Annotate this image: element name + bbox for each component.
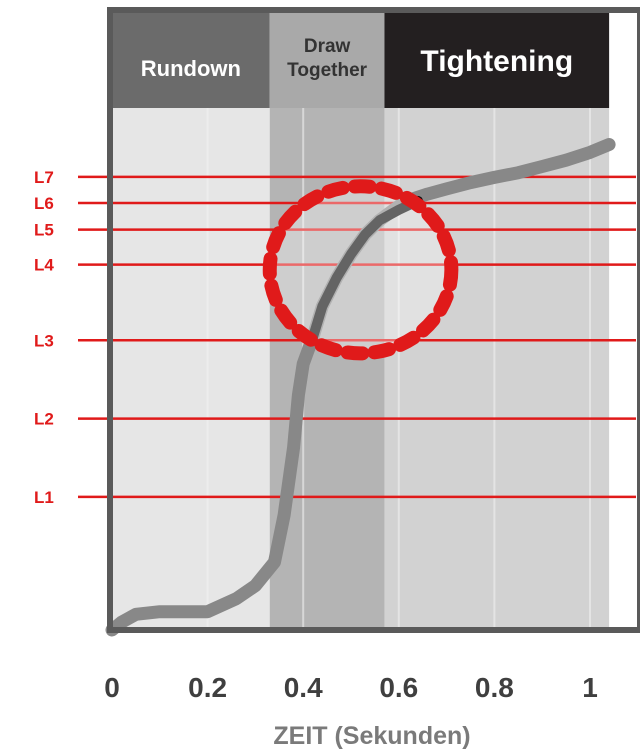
phase-headers: Rundown Draw Together Tightening (112, 12, 610, 108)
level-label-l5: L5 (34, 221, 54, 240)
highlight-circle (262, 179, 459, 361)
x-tick-label-2: 0.4 (284, 672, 323, 703)
level-lines: L1 L2 L3 L4 L5 L6 L7 (34, 168, 636, 507)
series-group (105, 138, 616, 637)
x-axis-label: ZEIT (Sekunden) (273, 722, 470, 750)
x-tick-label-4: 0.8 (475, 672, 514, 703)
x-tick-label-0: 0 (104, 672, 120, 703)
x-tick-label-5: 1 (582, 672, 598, 703)
x-tick-label-1: 0.2 (188, 672, 227, 703)
level-label-l6: L6 (34, 194, 54, 213)
phase-label-0: Rundown (141, 56, 241, 81)
phase-band-2 (384, 108, 610, 630)
x-tick-label-3: 0.6 (379, 672, 418, 703)
level-label-l7: L7 (34, 168, 54, 187)
phase-band-0 (112, 108, 270, 630)
level-label-l3: L3 (34, 331, 54, 350)
phase-header-0 (112, 12, 270, 108)
phase-label-1: Draw Together (287, 36, 367, 81)
series-line-1 (307, 195, 423, 343)
level-label-l4: L4 (34, 256, 54, 275)
highlight-circle-group (262, 179, 459, 361)
x-tick-labels: 0 0.2 0.4 0.6 0.8 1 (104, 672, 598, 703)
level-label-l2: L2 (34, 410, 54, 429)
phase-label-2: Tightening (420, 45, 573, 78)
phase-header-1 (269, 12, 385, 108)
level-label-l1: L1 (34, 488, 54, 507)
plot-frame (107, 7, 640, 633)
phase-header-2 (384, 12, 610, 108)
